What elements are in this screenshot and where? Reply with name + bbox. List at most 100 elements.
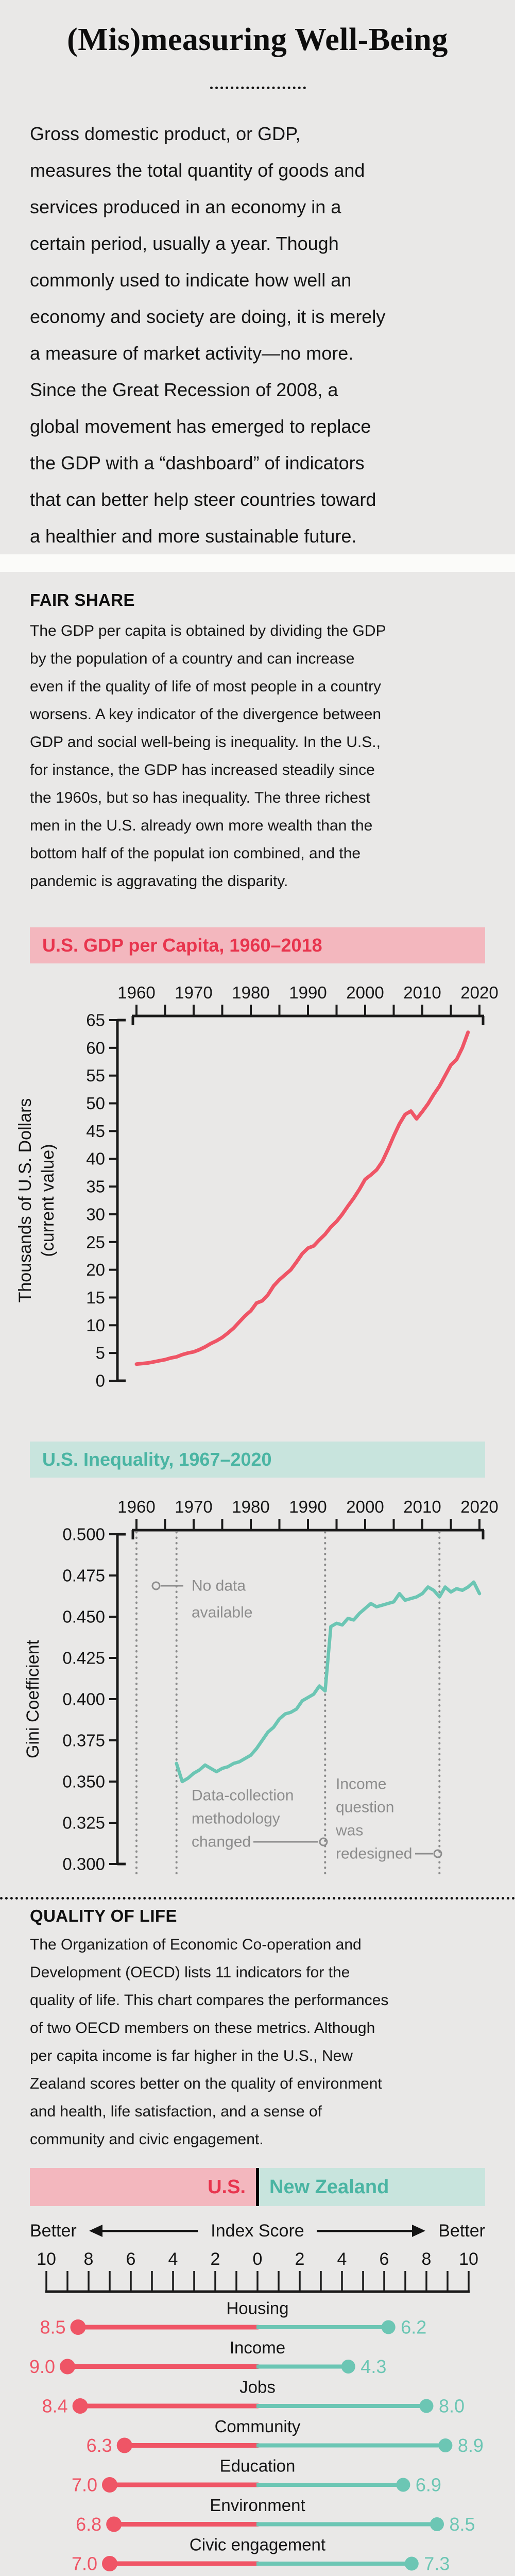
title-dotted-divider [210,87,306,89]
legend-us-label: U.S. [208,2176,246,2198]
y-tick-label: 0.400 [62,1690,105,1709]
nz-value: 4.3 [360,2356,386,2377]
y-axis-title: Thousands of U.S. Dollars [15,1098,35,1303]
dumbbell-row: Environment 6.8 8.5 [76,2496,475,2535]
better-right-label: Better [438,2221,485,2241]
score-tick-label: 6 [380,2249,389,2269]
text-line: measures the total quantity of goods and [30,160,365,181]
legend-divider [256,2168,259,2206]
y-tick-label: 0.450 [62,1607,105,1626]
text-line: that can better help steer countries tow… [30,489,376,510]
y-tick-label: 35 [86,1177,105,1196]
score-tick-label: 10 [37,2249,56,2269]
score-tick-label: 0 [253,2249,263,2269]
text-line: of two OECD members on these metrics. Al… [30,2020,375,2037]
category-label: Housing [226,2299,288,2318]
x-tick-label: 1960 [117,983,155,1002]
y-tick-label: 55 [86,1066,105,1085]
y-tick-label: 15 [86,1288,105,1307]
y-tick-label: 60 [86,1038,105,1057]
category-label: Education [220,2456,296,2476]
index-score-axis-caption: Better Index Score Better [30,2218,485,2243]
annotation-text: available [192,1604,252,1621]
x-tick-label: 1960 [117,1497,155,1516]
us-value: 7.0 [72,2475,97,2496]
nz-value: 6.9 [416,2475,441,2496]
annotation-marker-circle [319,1837,328,1846]
us-value: 8.4 [42,2396,68,2417]
page-title: (Mis)measuring Well-Being [67,22,448,57]
y-tick-label: 25 [86,1232,105,1251]
dumbbell-row: Health8.99.5 [233,2574,282,2576]
gdp-chart-title: U.S. GDP per Capita, 1960–2018 [42,935,322,956]
x-tick-label: 2000 [346,1497,384,1516]
text-line: Since the Great Recession of 2008, a [30,379,338,400]
nz-dot [396,2478,410,2492]
legend-us: U.S. [30,2168,256,2206]
text-line: The Organization of Economic Co-operatio… [30,1936,362,1953]
section-dotted-divider [0,1897,515,1900]
arrow-right-icon [317,2225,426,2237]
category-label: Community [215,2417,301,2436]
y-tick-label: 5 [96,1344,105,1363]
nz-dot [419,2399,434,2413]
y-tick-label: 0.350 [62,1772,105,1791]
text-line: GDP and social well-being is inequality.… [30,734,381,751]
annotation-marker-circle [433,1849,442,1858]
x-tick-label: 2020 [460,1497,498,1516]
category-label: Jobs [239,2378,276,2397]
gdp-chart-header: U.S. GDP per Capita, 1960–2018 [30,927,485,963]
y-tick-label: 0.375 [62,1731,105,1750]
inequality-line-chart: 1960 1970 1980 1990 2000 2010 2020 0.500 0.475 0.… [23,1497,499,1874]
y-tick-label: 50 [86,1094,105,1113]
score-tick-label: 2 [211,2249,220,2269]
quality-of-life-heading: QUALITY OF LIFE [30,1906,177,1925]
y-tick-label: 10 [86,1316,105,1335]
text-line: community and civic engagement. [30,2131,264,2148]
us-value: 6.8 [76,2514,101,2535]
y-tick-label: 40 [86,1149,105,1168]
score-tick-label: 10 [459,2249,478,2269]
score-tick-label: 6 [126,2249,136,2269]
us-dot [102,2556,117,2571]
annotation-text: methodology [192,1810,280,1827]
nz-dot [404,2556,419,2571]
x-tick-label: 1990 [289,983,327,1002]
x-tick-label: 1980 [232,1497,269,1516]
x-tick-label: 1970 [175,983,212,1002]
y-tick-label: 0.325 [62,1814,105,1833]
us-dot [102,2477,117,2493]
text-line: per capita income is far higher in the U… [30,2047,353,2064]
score-tick-label: 4 [168,2249,178,2269]
x-tick-label: 2020 [460,983,498,1002]
text-line: even if the quality of life of most peop… [30,678,382,695]
nz-dot [430,2517,444,2531]
text-line: Development (OECD) lists 11 indicators f… [30,1964,350,1981]
y-tick-label: 20 [86,1260,105,1279]
us-dot [72,2398,88,2414]
x-tick-label: 1980 [232,983,269,1002]
score-tick-label: 8 [422,2249,432,2269]
category-label: Civic engagement [190,2535,325,2554]
inequality-chart-title: U.S. Inequality, 1967–2020 [42,1449,272,1470]
gdp-line [134,1030,470,1366]
us-value: 6.3 [87,2435,112,2456]
dumbbell-row: Jobs 8.4 8.0 [42,2378,465,2417]
y-tick-label: 45 [86,1122,105,1141]
nz-value: 8.9 [458,2435,484,2456]
category-label: Income [230,2338,285,2357]
annotation-text: question [336,1799,394,1816]
gdp-line-chart: 1960 1970 1980 1990 2000 2010 2020 0 5 10 15 20 25 30… [15,983,499,1391]
index-score-label: Index Score [211,2221,304,2241]
inequality-line [175,1580,482,1784]
text-line: the GDP with a “dashboard” of indicators [30,452,365,473]
annotation-text: changed [192,1834,251,1851]
y-tick-label: 30 [86,1205,105,1224]
score-tick-label: 8 [84,2249,94,2269]
legend-nz-label: New Zealand [269,2176,389,2198]
text-line: The GDP per capita is obtained by dividi… [30,622,386,639]
text-line: by the population of a country and can i… [30,650,355,667]
nz-dot [438,2438,453,2452]
